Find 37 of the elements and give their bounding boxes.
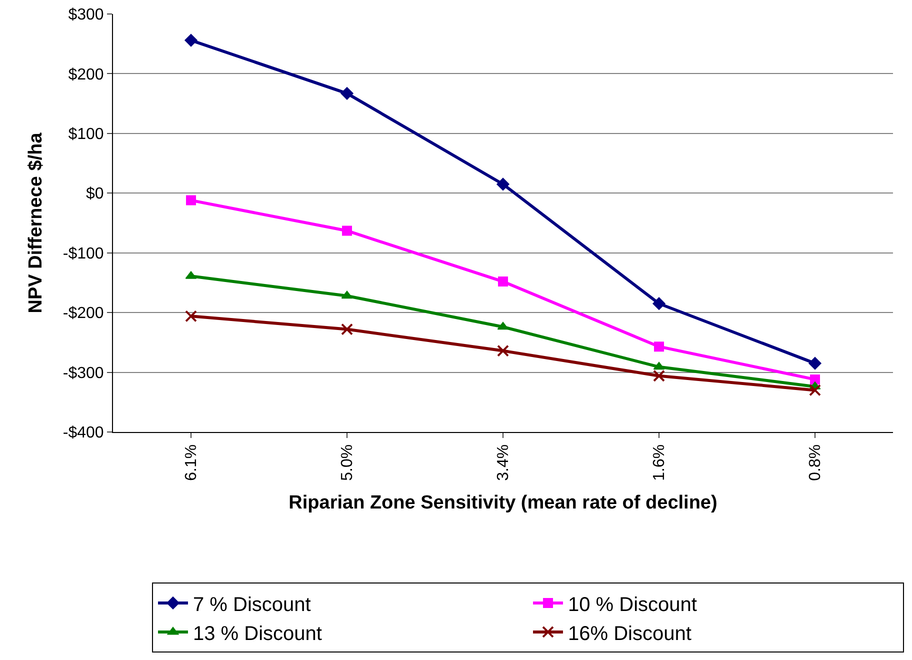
point bbox=[185, 310, 197, 322]
point bbox=[808, 356, 822, 370]
y-tick-label: $0 bbox=[86, 186, 104, 203]
y-tick-label: -$400 bbox=[62, 424, 104, 442]
point bbox=[340, 87, 354, 100]
point bbox=[341, 323, 353, 336]
point bbox=[496, 178, 510, 191]
x-tick-label: 1.6% bbox=[651, 444, 668, 481]
x-axis-title: Riparian Zone Sensitivity (mean rate of decline) bbox=[288, 492, 718, 514]
x-tick-label: 6.1% bbox=[183, 444, 200, 481]
point bbox=[653, 362, 665, 370]
x-tick-label: 5.0% bbox=[339, 444, 356, 481]
point bbox=[498, 276, 508, 287]
x-tick-label: 3.4% bbox=[495, 444, 512, 481]
point bbox=[654, 342, 664, 352]
legend-label: 13 % Discount bbox=[193, 622, 322, 645]
point bbox=[186, 195, 196, 206]
point bbox=[497, 322, 509, 330]
y-tick-label: -$300 bbox=[62, 364, 104, 382]
y-tick-label: $200 bbox=[68, 66, 104, 84]
point bbox=[653, 370, 665, 382]
y-tick-label: -$200 bbox=[62, 305, 104, 322]
point bbox=[809, 384, 821, 396]
legend-label: 10 % Discount bbox=[568, 594, 698, 616]
point bbox=[342, 226, 352, 236]
point bbox=[810, 374, 820, 384]
legend-label: 7 % Discount bbox=[193, 594, 312, 616]
y-tick-label: $300 bbox=[68, 6, 104, 24]
x-tick-label: 0.8% bbox=[807, 444, 824, 481]
point bbox=[497, 344, 509, 357]
point bbox=[341, 290, 353, 299]
y-tick-label: -$100 bbox=[62, 245, 104, 262]
legend-label: 16% Discount bbox=[568, 622, 692, 645]
point bbox=[652, 297, 666, 310]
point bbox=[184, 34, 198, 47]
y-axis-title: NPV Differnece $/ha bbox=[26, 132, 47, 314]
y-tick-label: $100 bbox=[68, 126, 104, 144]
